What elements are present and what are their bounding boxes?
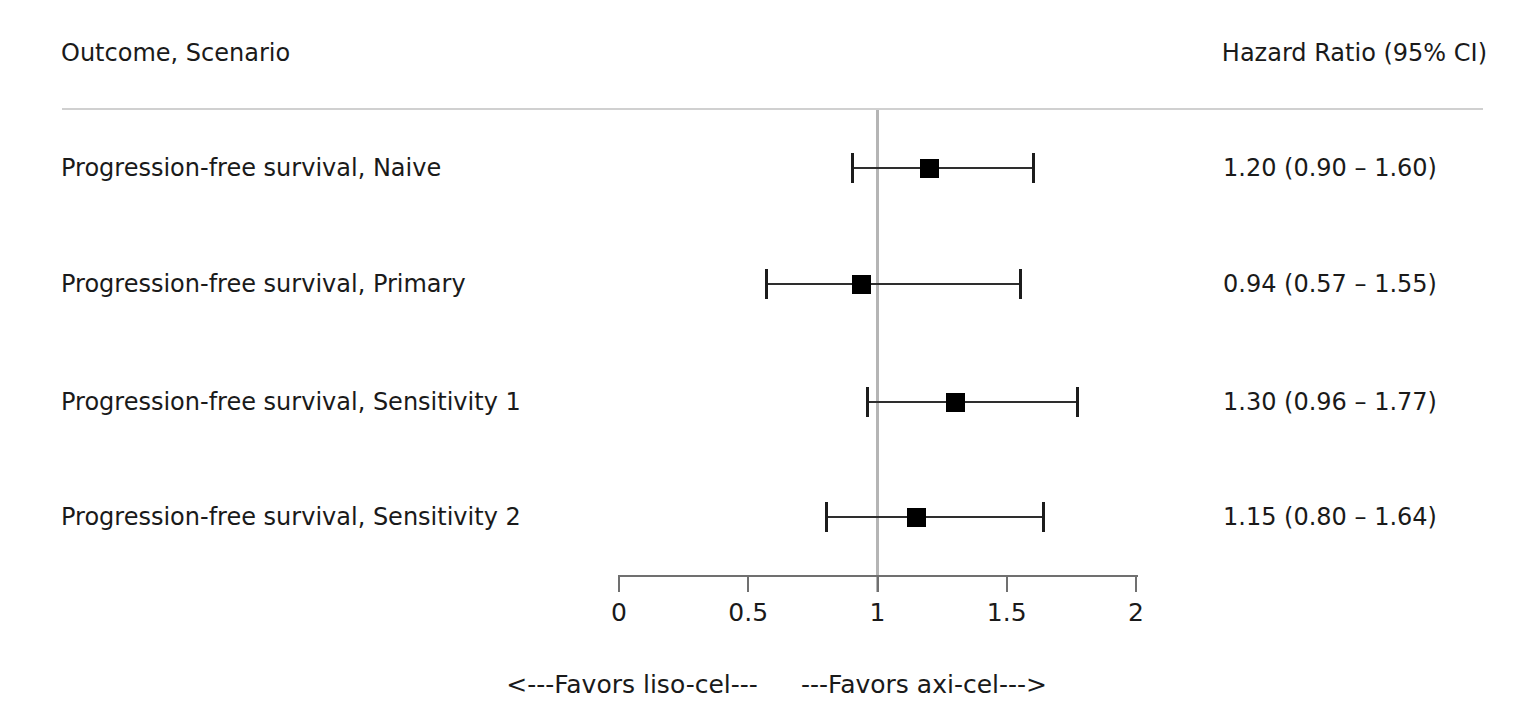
axis-tick-label: 0.5 bbox=[728, 599, 768, 627]
column-header-hazard-ratio: Hazard Ratio (95% CI) bbox=[1222, 38, 1487, 68]
axis-tick bbox=[877, 575, 879, 592]
axis-tick-label: 1.5 bbox=[987, 599, 1027, 627]
favors-axi-cel-label: ---Favors axi-cel---> bbox=[801, 670, 1047, 700]
point-estimate-marker bbox=[852, 275, 871, 294]
ci-cap-right bbox=[1076, 387, 1079, 417]
ci-interval-line bbox=[867, 401, 1076, 403]
axis-tick bbox=[1006, 575, 1008, 592]
row-label: Progression-free survival, Sensitivity 1 bbox=[61, 387, 521, 417]
ci-cap-right bbox=[1019, 269, 1022, 299]
row-label: Progression-free survival, Sensitivity 2 bbox=[61, 502, 521, 532]
ci-cap-left bbox=[866, 387, 869, 417]
ci-interval-line bbox=[852, 167, 1033, 169]
reference-line-hr-1 bbox=[876, 110, 879, 592]
favors-liso-cel-label: <---Favors liso-cel--- bbox=[506, 670, 758, 700]
hazard-ratio-value: 1.20 (0.90 – 1.60) bbox=[1223, 153, 1437, 183]
point-estimate-marker bbox=[920, 159, 939, 178]
hazard-ratio-value: 0.94 (0.57 – 1.55) bbox=[1223, 269, 1437, 299]
point-estimate-marker bbox=[907, 508, 926, 527]
hazard-ratio-value: 1.15 (0.80 – 1.64) bbox=[1223, 502, 1437, 532]
ci-interval-line bbox=[826, 516, 1043, 518]
header-divider-line bbox=[62, 108, 1483, 110]
axis-tick bbox=[747, 575, 749, 592]
axis-tick-label: 0 bbox=[611, 599, 627, 627]
row-label: Progression-free survival, Naive bbox=[61, 153, 441, 183]
column-header-outcome-scenario: Outcome, Scenario bbox=[61, 38, 290, 68]
x-axis-line bbox=[619, 575, 1138, 577]
axis-tick-label: 2 bbox=[1128, 599, 1144, 627]
point-estimate-marker bbox=[946, 393, 965, 412]
ci-cap-left bbox=[825, 502, 828, 532]
row-label: Progression-free survival, Primary bbox=[61, 269, 466, 299]
ci-interval-line bbox=[766, 283, 1019, 285]
ci-cap-left bbox=[851, 153, 854, 183]
axis-tick-label: 1 bbox=[870, 599, 886, 627]
ci-cap-left bbox=[765, 269, 768, 299]
ci-cap-right bbox=[1042, 502, 1045, 532]
ci-cap-right bbox=[1032, 153, 1035, 183]
hazard-ratio-value: 1.30 (0.96 – 1.77) bbox=[1223, 387, 1437, 417]
axis-tick bbox=[618, 575, 620, 592]
axis-tick bbox=[1135, 575, 1137, 592]
forest-plot: Outcome, Scenario Hazard Ratio (95% CI) … bbox=[0, 0, 1530, 727]
